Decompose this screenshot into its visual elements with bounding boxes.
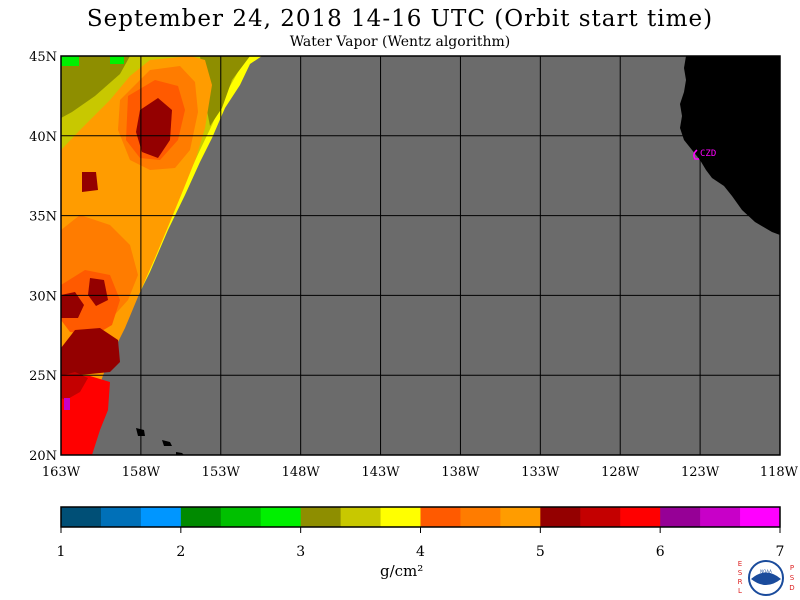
lon-tick-label: 133W [521,465,560,480]
colorbar-tick-label: 6 [656,544,665,560]
lon-tick-label: 128W [601,465,640,480]
colorbar [60,506,781,528]
esrl-letter: L [738,587,742,595]
vapor-cell-darkred-1 [136,98,172,158]
vapor-cell-darkred-5 [61,328,120,378]
station-label: CZD [700,149,716,159]
colorbar-swatch [260,507,302,527]
map-grid [61,56,780,455]
colorbar-swatch [100,507,142,527]
vapor-patch-green-2 [110,56,124,64]
colorbar-swatch [300,507,342,527]
noaa-logo-text: NOAA [760,569,772,574]
lon-tick-label: 163W [42,465,81,480]
esrl-letter: R [738,578,743,586]
colorbar-swatch [61,507,102,527]
lon-tick-label: 143W [361,465,400,480]
lon-tick-label: 138W [441,465,480,480]
colorbar-ticks: 1 2 3 4 5 6 7 [57,527,785,560]
vapor-band-darkred-edge [61,372,88,400]
colorbar-tick-label: 5 [536,544,545,560]
vapor-patch-purple [64,398,70,410]
colorbar-swatch [180,507,222,527]
colorbar-swatch [460,507,501,527]
colorbar-swatch [380,507,421,527]
colorbar-swatch [740,507,781,527]
colorbar-tick-label: 2 [176,544,185,560]
chart-subtitle: Water Vapor (Wentz algorithm) [289,34,511,50]
hawaii-island-2 [162,440,172,446]
north-america-land [680,56,780,235]
colorbar-swatch [140,507,182,527]
colorbar-swatch [220,507,262,527]
lat-tick-label: 25N [29,369,57,384]
esrl-letter: S [738,569,743,577]
psd-letter: P [790,564,794,572]
chart-title: September 24, 2018 14-16 UTC (Orbit star… [86,6,714,32]
psd-letter: S [790,574,795,582]
longitude-labels: 163W 158W 153W 148W 143W 138W 133W 128W 123W 118W [42,465,799,480]
colorbar-swatch [420,507,461,527]
colorbar-swatch [620,507,661,527]
lat-tick-label: 35N [29,210,57,225]
colorbar-units: g/cm² [380,562,424,580]
colorbar-swatch [580,507,621,527]
colorbar-tick-label: 3 [296,544,305,560]
lon-tick-label: 153W [202,465,241,480]
vapor-patch-green [61,56,79,66]
lat-tick-label: 45N [29,50,57,65]
lon-tick-label: 148W [282,465,321,480]
colorbar-tick-label: 1 [57,544,66,560]
vapor-band-darkolive-2 [200,56,250,126]
colorbar-tick-label: 7 [776,544,785,560]
vapor-cell-darkred-2 [82,172,98,192]
esrl-letter: E [738,560,742,568]
noaa-logo-bird [751,572,781,585]
station-marker [693,149,699,160]
lon-tick-label: 118W [760,465,799,480]
lon-tick-label: 158W [122,465,161,480]
vapor-cell-darkred-4 [61,292,84,318]
colorbar-swatch [500,507,541,527]
latitude-labels: 45N 40N 35N 30N 25N 20N [29,50,57,464]
map-border [60,55,781,456]
vapor-cell-darkred-3 [88,278,108,306]
lat-tick-label: 30N [29,289,57,304]
lon-tick-label: 123W [681,465,720,480]
colorbar-swatch [340,507,382,527]
colorbar-swatch [540,507,581,527]
lat-tick-label: 20N [29,449,57,464]
psd-letters: PSD [789,564,794,592]
psd-letter: D [789,584,794,592]
colorbar-tick-label: 4 [416,544,425,560]
vapor-band-darkolive [61,56,130,118]
lat-tick-label: 40N [29,130,57,145]
colorbar-swatch [700,507,741,527]
colorbar-swatch [660,507,701,527]
